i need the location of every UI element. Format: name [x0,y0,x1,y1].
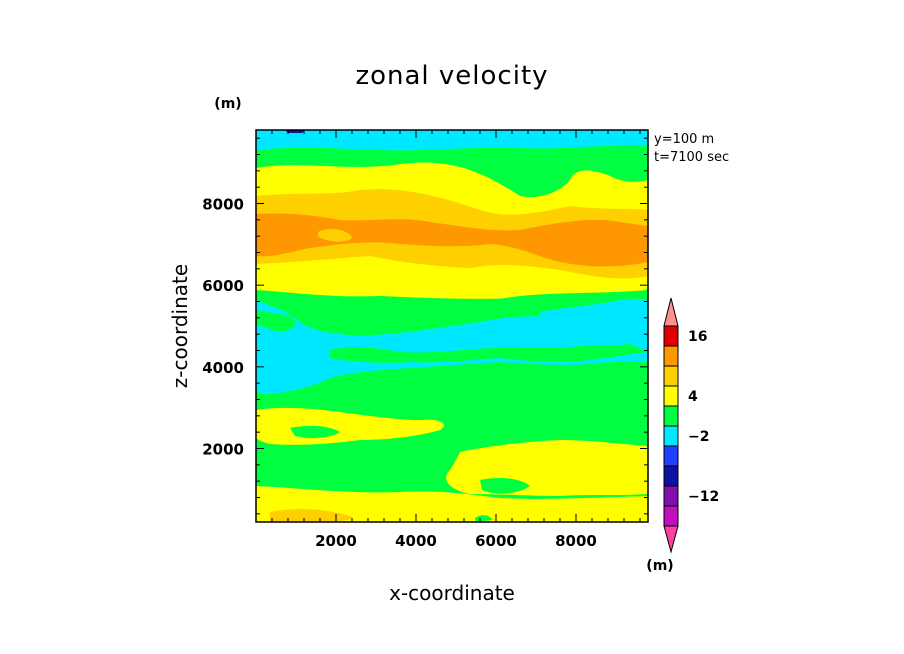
contour-region-cyan-patch [540,299,648,320]
colorbar-swatch [663,485,679,507]
colorbar-swatch [663,405,679,427]
colorbar-swatch [663,425,679,447]
y-axis-label: z-coordinate [168,264,192,388]
colorbar-swatch [663,505,679,527]
x-tick-label: 6000 [475,532,517,550]
contour-region-gold-patch-1 [318,229,352,242]
x-axis-label: x-coordinate [389,581,515,605]
colorbar: 16 4 −2 −12 [663,297,719,554]
x-tick-label: 2000 [315,532,357,550]
contour-region-green-patch-2 [330,344,648,363]
x-axis: 2000 4000 6000 8000 [271,130,641,550]
colorbar-tick-label: −2 [688,429,709,445]
contour-region-gold-bottom [270,509,353,522]
colorbar-swatch [663,385,679,407]
contour-region-green-patch-3 [290,425,340,439]
colorbar-tick-label: −12 [688,489,719,505]
contour-region-green-patch-4 [480,478,530,494]
colorbar-swatch [663,325,679,347]
colorbar-swatch [663,345,679,367]
colorbar-swatch [663,445,679,467]
contour-region-green-thin [256,290,648,306]
chart-title: zonal velocity [355,61,548,91]
contour-region-orange [256,213,648,267]
contour-region-yellow-bottom [256,486,648,522]
y-tick-label: 2000 [202,441,244,459]
annotation-y: y=100 m [654,132,714,147]
z-unit-label: (m) [214,96,241,112]
contour-region-green-patch-1 [256,310,296,332]
colorbar-extend-low [663,525,679,554]
colorbar-extend-high [663,297,679,327]
y-axis: 2000 4000 6000 8000 [202,137,648,515]
x-tick-label: 4000 [395,532,437,550]
contour-region-gold-patch-2 [450,246,482,258]
colorbar-tick-label: 4 [688,389,698,405]
plot-frame [255,129,649,523]
contour-region-cyan-middle [256,300,648,394]
colorbar-swatch [663,465,679,487]
contour-region-cyan-top [256,130,648,151]
contour-field [256,130,648,522]
contour-region-green-patch-5 [475,515,492,522]
y-tick-label: 6000 [202,277,244,295]
y-tick-label: 8000 [202,196,244,214]
x-tick-label: 8000 [555,532,597,550]
y-tick-label: 4000 [202,359,244,377]
colorbar-swatch [663,365,679,387]
colorbar-tick-label: 16 [688,329,707,345]
annotation-t: t=7100 sec [654,150,729,165]
colorbar-unit-label: (m) [646,558,673,574]
